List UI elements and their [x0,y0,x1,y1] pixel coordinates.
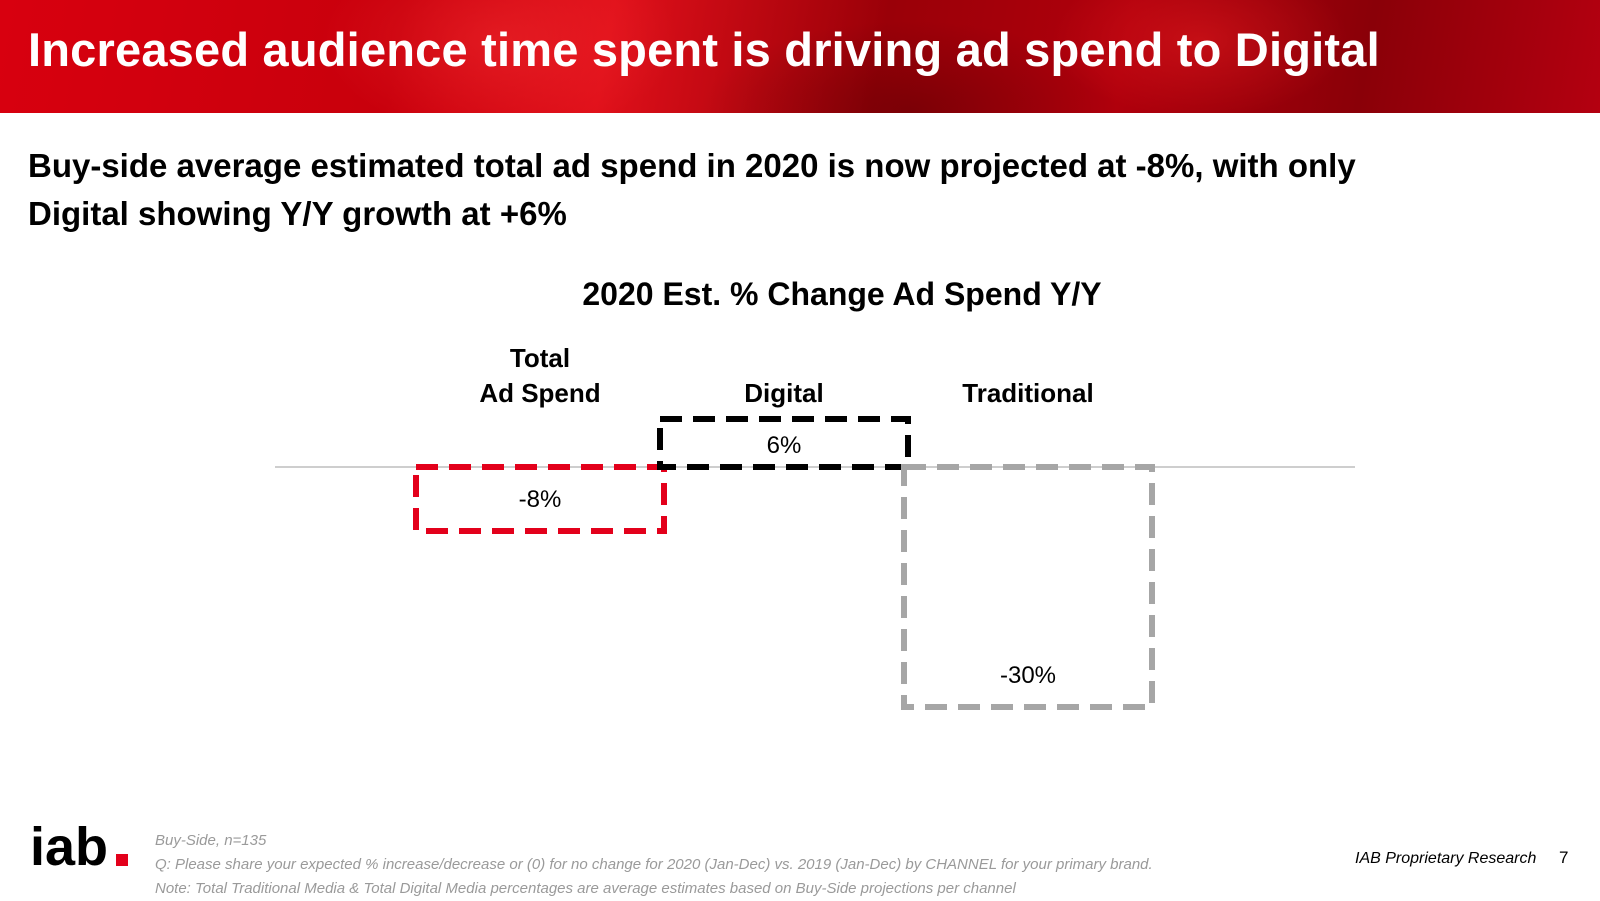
footnote-method: Note: Total Traditional Media & Total Di… [155,880,1016,897]
proprietary-label: IAB Proprietary Research [1355,850,1537,867]
ad-spend-chart: 2020 Est. % Change Ad Spend Y/Y -8% Total A… [275,276,1355,710]
value-label-2: 6% [767,432,802,459]
value-label-1: -8% [519,486,562,513]
chart-title: 2020 Est. % Change Ad Spend Y/Y [582,276,1101,312]
iab-logo: iab [30,817,128,875]
footnote-sample: Buy-Side, n=135 [155,832,267,849]
value-label-3: -30% [1000,662,1056,689]
iab-logo-dot [116,854,128,866]
category-label-2: Digital [744,378,823,408]
header-decoration [1050,0,1350,113]
bar-3 [901,464,1155,710]
slide-subtitle: Buy-side average estimated total ad spen… [28,142,1468,238]
bar-1 [413,464,667,534]
category-label-3: Traditional [962,378,1093,408]
footnote-question: Q: Please share your expected % increase… [155,856,1153,873]
slide-title: Increased audience time spent is driving… [28,23,1380,76]
header-banner: Increased audience time spent is driving… [0,0,1600,113]
iab-logo-text: iab [30,817,108,875]
header-decoration [320,0,680,113]
bar-2 [657,416,911,470]
category-label-1: Total Ad Spend [479,343,600,408]
subtitle-line-1: Buy-side average estimated total ad spen… [28,147,1356,184]
footnotes: Buy-Side, n=135 Q: Please share your exp… [155,829,1153,901]
page-number: 7 [1559,848,1569,867]
subtitle-line-2: Digital showing Y/Y growth at +6% [28,195,567,232]
